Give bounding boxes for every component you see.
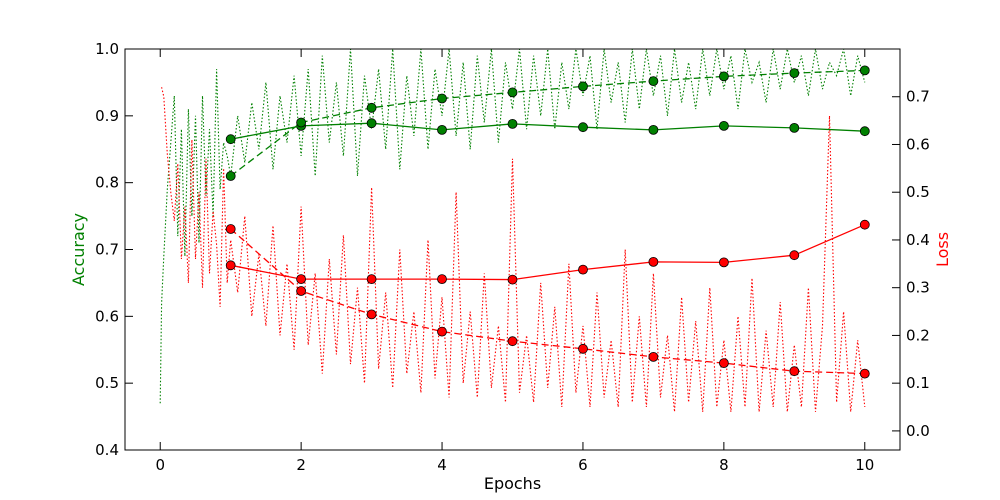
data-point-acc-dashed xyxy=(366,102,377,113)
data-point-loss-dashed xyxy=(507,336,518,347)
right-y-tick-label: 0.0 xyxy=(906,422,930,440)
left-y-axis-title: Accuracy xyxy=(69,213,88,286)
data-point-loss-solid xyxy=(648,256,659,267)
data-point-acc-solid xyxy=(366,118,377,129)
left-y-tick-label: 0.7 xyxy=(95,241,119,259)
data-point-loss-solid xyxy=(366,274,377,285)
x-tick-label: 2 xyxy=(296,456,306,474)
data-point-loss-dashed xyxy=(366,309,377,320)
data-point-loss-solid xyxy=(859,219,870,230)
x-tick-label: 8 xyxy=(719,456,729,474)
series-layer xyxy=(159,49,870,412)
data-point-loss-dashed xyxy=(859,368,870,379)
data-point-loss-dashed xyxy=(225,224,236,234)
data-point-loss-solid xyxy=(507,274,518,285)
x-tick-label: 10 xyxy=(855,456,874,474)
right-y-tick-label: 0.7 xyxy=(906,88,930,106)
series-line-loss-solid xyxy=(230,224,866,281)
series-line-acc-dashed xyxy=(230,69,865,177)
data-point-acc-dashed xyxy=(507,87,518,98)
x-tick-label: 6 xyxy=(578,456,588,474)
left-y-tick-label: 0.8 xyxy=(95,174,119,192)
data-point-loss-dashed xyxy=(437,326,447,337)
x-axis-title: Epochs xyxy=(484,474,541,493)
left-y-tick-label: 0.4 xyxy=(95,441,119,459)
series-line-acc-solid xyxy=(230,122,865,140)
data-point-acc-dashed xyxy=(789,68,800,78)
left-y-tick-label: 1.0 xyxy=(95,40,119,58)
data-point-acc-solid xyxy=(578,122,588,133)
data-point-acc-dashed xyxy=(437,93,447,104)
tick-layer: 0 2 4 6 8 10 0.4 0.5 0.6 0.7 0.8 0.9 1.0 0.0 0.1 0.2 0.3… xyxy=(95,40,930,474)
data-point-acc-dashed xyxy=(648,76,659,86)
data-point-acc-dashed xyxy=(859,65,870,76)
data-point-acc-solid xyxy=(437,124,447,135)
right-y-tick-label: 0.3 xyxy=(906,279,930,297)
data-point-loss-solid xyxy=(789,250,800,261)
x-tick-label: 4 xyxy=(437,456,447,474)
x-tick-label: 0 xyxy=(155,456,165,474)
data-point-acc-solid xyxy=(507,119,518,129)
plot-area-frame xyxy=(124,48,901,451)
data-point-loss-dashed xyxy=(296,286,307,296)
data-point-loss-solid xyxy=(296,274,307,285)
data-point-loss-dashed xyxy=(578,343,588,354)
data-point-loss-solid xyxy=(437,274,447,285)
data-point-loss-solid xyxy=(225,260,236,271)
right-y-axis-title: Loss xyxy=(933,232,952,267)
data-point-loss-dashed xyxy=(648,351,659,362)
data-point-loss-dashed xyxy=(719,358,729,369)
left-y-tick-label: 0.6 xyxy=(95,307,119,325)
left-y-tick-label: 0.5 xyxy=(95,374,119,392)
right-y-tick-label: 0.2 xyxy=(906,326,930,344)
data-point-acc-dashed xyxy=(296,117,307,128)
right-y-tick-label: 0.4 xyxy=(906,231,930,249)
data-point-acc-dashed xyxy=(578,81,588,92)
data-point-acc-solid xyxy=(648,124,659,135)
data-point-loss-solid xyxy=(719,257,729,268)
data-point-acc-dashed xyxy=(225,171,236,181)
data-point-loss-solid xyxy=(578,264,588,275)
right-y-tick-label: 0.1 xyxy=(906,374,930,392)
series-line-loss-dashed xyxy=(230,228,865,375)
right-y-tick-label: 0.6 xyxy=(906,135,930,153)
data-point-acc-solid xyxy=(225,134,236,145)
series-line-acc-batch xyxy=(159,49,866,404)
data-point-loss-dashed xyxy=(789,366,800,377)
series-line-loss-batch xyxy=(161,87,866,412)
data-point-acc-solid xyxy=(789,123,800,133)
left-y-tick-label: 0.9 xyxy=(95,107,119,125)
right-y-tick-label: 0.5 xyxy=(906,183,930,201)
data-point-acc-solid xyxy=(719,121,729,131)
data-point-acc-solid xyxy=(859,126,870,137)
data-point-acc-dashed xyxy=(719,71,729,82)
